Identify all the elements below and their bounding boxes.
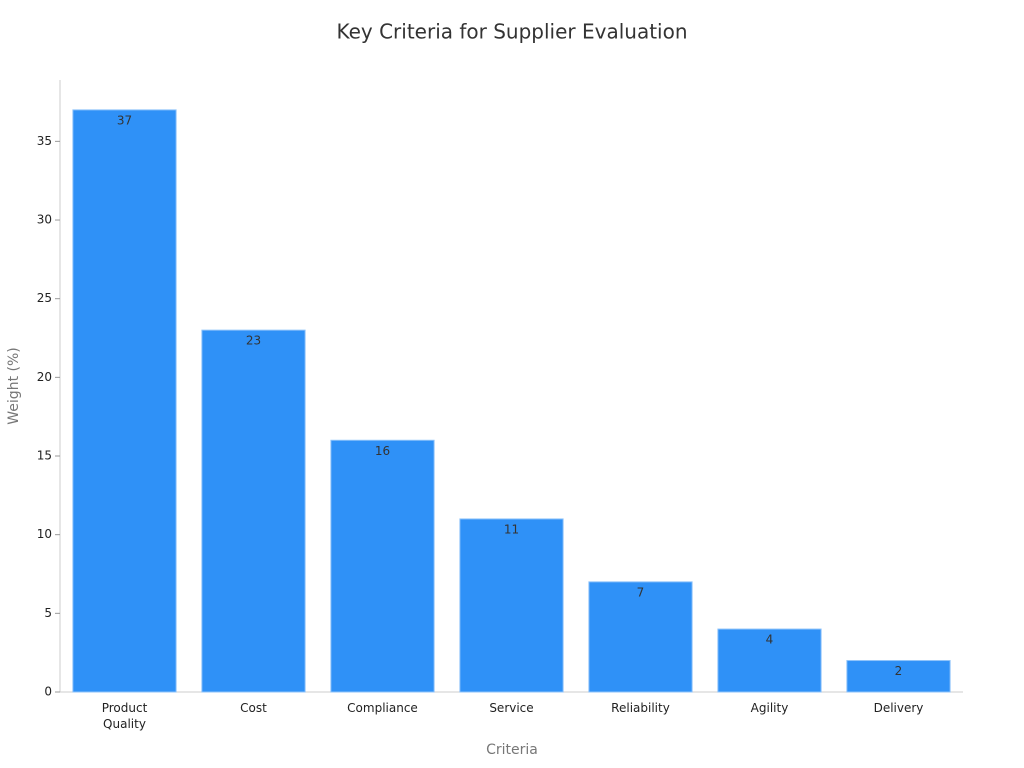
y-tick-label: 30 [37,213,52,227]
y-axis-label: Weight (%) [6,347,22,424]
bar [459,518,564,693]
y-tick-label: 35 [37,134,52,148]
y-tick-label: 20 [37,370,52,384]
x-tick-label: Reliability [611,701,670,715]
y-tick-label: 10 [37,527,52,541]
bar [588,581,693,693]
bar [846,660,951,693]
value-label: 23 [246,334,261,348]
x-tick-label: Compliance [347,701,418,715]
x-tick-label: Product Quality [101,701,148,731]
value-label: 37 [117,113,132,127]
y-tick-label: 5 [44,606,52,620]
value-label: 11 [504,522,519,536]
bar [330,439,435,693]
x-axis-label: Criteria [486,742,538,758]
y-tick-label: 25 [37,291,52,305]
value-label: 16 [375,444,390,458]
x-tick-label: Cost [240,701,267,715]
value-label: 4 [766,633,774,647]
x-tick-label: Agility [750,701,789,715]
value-label: 7 [637,585,645,599]
bar [201,329,306,693]
x-tick-label: Delivery [873,701,924,715]
y-tick-label: 0 [44,685,52,699]
bar [72,109,177,693]
chart-title: Key Criteria for Supplier Evaluation [336,20,687,44]
value-label: 2 [895,664,903,678]
y-tick-label: 15 [37,449,52,463]
x-tick-label: Service [489,701,534,715]
bar [717,628,822,693]
